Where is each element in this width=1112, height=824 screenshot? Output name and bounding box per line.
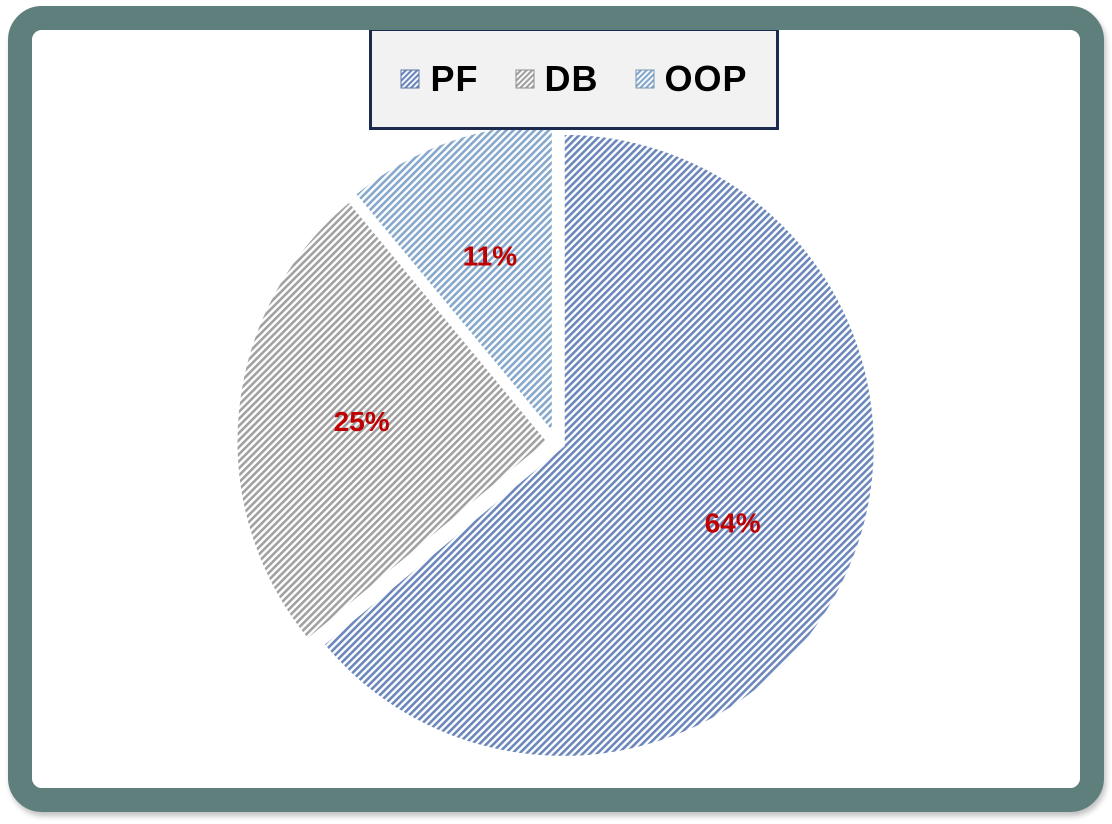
legend-item-oop[interactable]: OOP — [635, 58, 748, 100]
legend-swatch-db — [515, 69, 534, 89]
legend-item-db[interactable]: DB — [515, 58, 599, 100]
data-label-db: 25% — [334, 406, 390, 437]
data-label-oop: 11% — [463, 241, 518, 272]
legend-label-db: DB — [544, 58, 599, 99]
pie-slices — [234, 120, 877, 759]
legend-label-pf: PF — [430, 58, 479, 99]
legend-swatch-pf — [400, 69, 420, 89]
chart-frame: 64% 25% 11% PF DB OOP — [8, 6, 1104, 812]
pie-chart: 64% 25% 11% — [234, 120, 877, 759]
chart-legend: PF DB OOP — [369, 30, 779, 130]
pie-slice-pf[interactable] — [320, 131, 877, 759]
chart-area: 64% 25% 11% PF DB OOP — [32, 30, 1080, 788]
pie-slice-db[interactable] — [234, 198, 551, 643]
data-label-pf: 64% — [705, 508, 761, 539]
legend-swatch-oop — [635, 69, 654, 89]
legend-item-pf[interactable]: PF — [400, 58, 478, 100]
legend-label-oop: OOP — [664, 58, 748, 99]
pie-data-labels: 64% 25% 11% — [334, 241, 761, 539]
